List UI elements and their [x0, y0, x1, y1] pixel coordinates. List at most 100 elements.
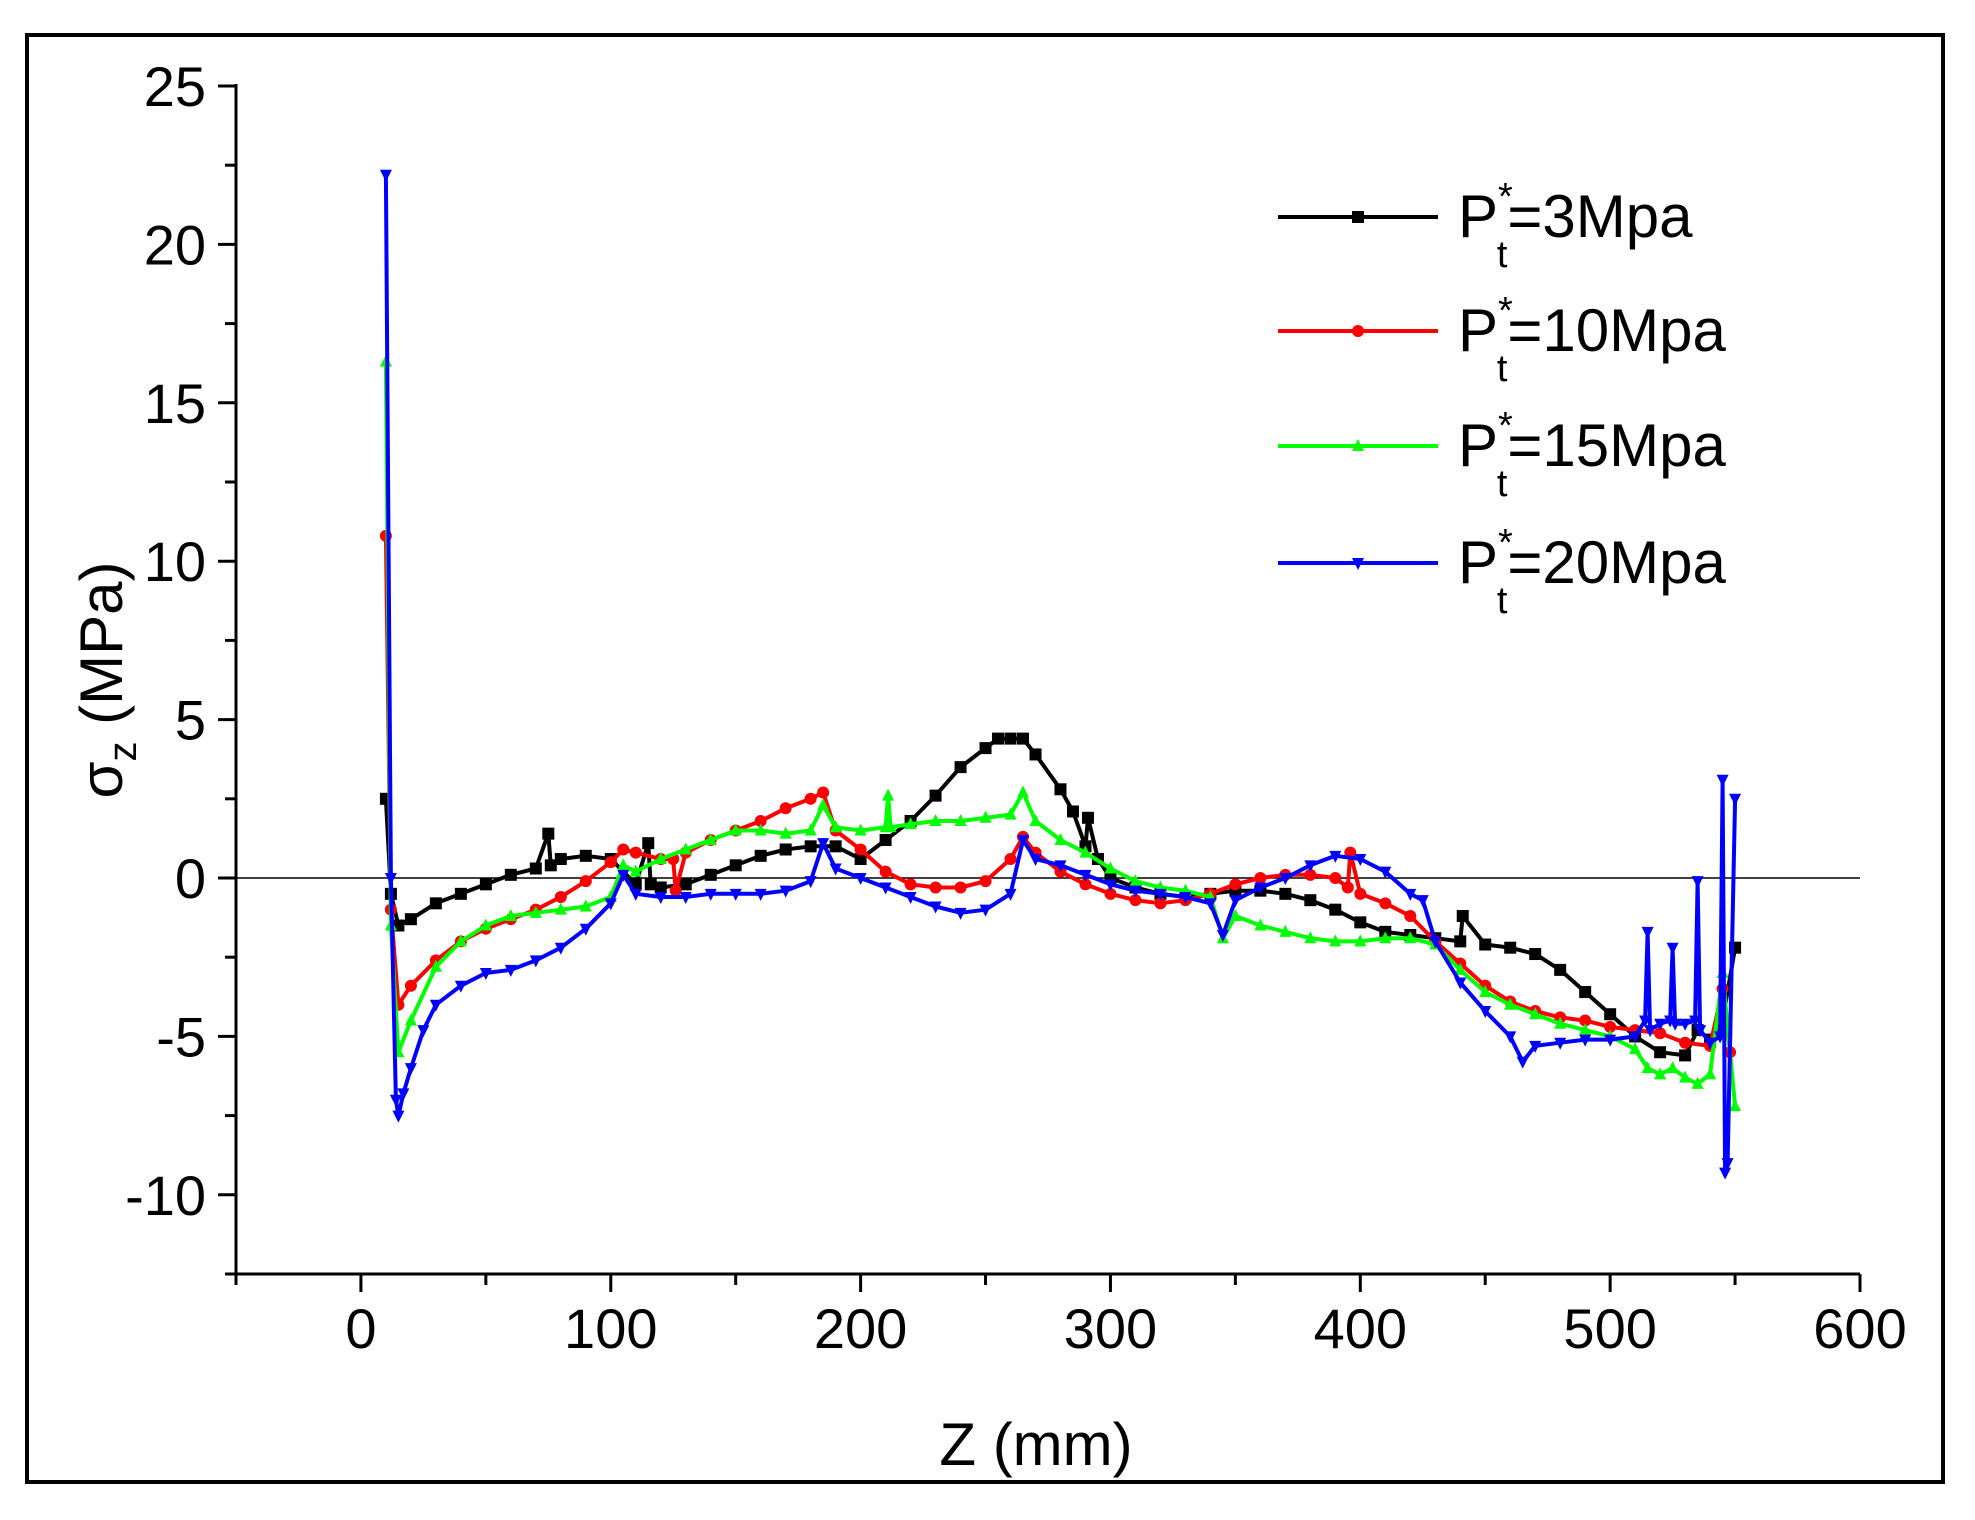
data-point — [1679, 1036, 1692, 1049]
data-point — [1719, 1167, 1732, 1180]
legend-label: P* t=3Mpa — [1458, 176, 1693, 276]
data-point — [1079, 845, 1092, 858]
data-point — [1304, 868, 1317, 881]
data-point — [817, 798, 830, 811]
data-point — [604, 856, 617, 869]
legend-item: P* t=3Mpa — [1278, 176, 1693, 276]
data-point — [1254, 872, 1267, 884]
data-point — [1104, 879, 1117, 892]
data-point — [1004, 852, 1017, 865]
legend-item: P* t=15Mpa — [1278, 405, 1727, 505]
data-point — [1579, 1014, 1592, 1027]
data-point — [1694, 1025, 1707, 1038]
data-point — [1664, 1015, 1677, 1028]
data-point — [729, 888, 742, 901]
y-axis-symbol: σ — [68, 761, 135, 798]
data-point — [754, 888, 767, 901]
data-point — [1329, 903, 1342, 916]
data-point — [954, 881, 967, 894]
data-point — [1229, 909, 1242, 922]
data-point — [1554, 1037, 1567, 1050]
y-tick-label: 15 — [144, 372, 206, 435]
data-point — [1079, 878, 1092, 891]
data-point — [1029, 813, 1042, 826]
data-point — [1404, 931, 1417, 944]
legend-label-rest: =3Mpa — [1507, 183, 1693, 250]
data-point — [729, 859, 742, 872]
data-point — [1216, 930, 1229, 943]
data-point — [754, 814, 767, 827]
legend-item: P* t=20Mpa — [1278, 522, 1727, 622]
data-point — [1479, 985, 1492, 998]
data-point — [804, 792, 817, 805]
data-point — [704, 868, 717, 881]
data-point — [429, 959, 442, 972]
triangle-up-marker — [1352, 439, 1364, 451]
data-point — [1454, 977, 1467, 990]
data-point — [779, 802, 792, 815]
data-point — [504, 909, 517, 922]
data-point — [579, 849, 592, 862]
y-tick-label: 25 — [144, 55, 206, 118]
data-point — [679, 892, 692, 905]
data-point — [779, 885, 792, 898]
data-point — [579, 899, 592, 912]
data-point — [654, 851, 667, 864]
data-point — [829, 840, 842, 853]
data-point — [554, 902, 567, 915]
data-point — [1529, 948, 1542, 961]
data-point — [1379, 897, 1392, 910]
data-point — [579, 923, 592, 936]
data-point — [1329, 934, 1342, 947]
data-point — [1279, 924, 1292, 937]
x-tick-label: 500 — [1563, 1297, 1656, 1360]
data-point — [1254, 918, 1267, 931]
data-point — [1669, 1018, 1682, 1031]
data-point — [1429, 936, 1442, 949]
data-point — [954, 813, 967, 826]
data-point — [817, 786, 830, 799]
data-point — [979, 875, 992, 888]
data-point — [384, 873, 397, 885]
data-point — [954, 761, 967, 774]
data-point — [1456, 910, 1469, 923]
data-point — [529, 862, 542, 875]
data-point — [1354, 887, 1367, 900]
data-point — [404, 913, 417, 926]
data-point — [554, 891, 567, 904]
data-point — [1154, 888, 1167, 901]
data-point — [1479, 1006, 1492, 1019]
data-point — [882, 788, 895, 801]
data-point — [979, 742, 992, 755]
data-point — [1604, 1034, 1617, 1047]
data-point — [1629, 1042, 1642, 1055]
data-point — [904, 878, 917, 891]
legend-label: P* t=20Mpa — [1458, 522, 1727, 622]
y-axis-subscript: z — [101, 741, 145, 761]
data-point — [1279, 887, 1292, 900]
data-point — [1279, 873, 1292, 885]
data-point — [1004, 807, 1017, 820]
data-point — [1729, 793, 1742, 806]
data-point — [1054, 832, 1067, 845]
data-point — [1479, 938, 1492, 951]
data-point — [854, 873, 867, 885]
data-point — [479, 878, 492, 891]
data-point — [397, 1088, 410, 1101]
data-point — [979, 810, 992, 823]
x-tick-label: 0 — [345, 1297, 376, 1360]
data-point — [1129, 894, 1142, 907]
data-point — [1354, 934, 1367, 947]
data-point — [1341, 881, 1354, 894]
data-point — [1716, 774, 1729, 787]
data-point — [1629, 1031, 1642, 1044]
legend-label-sub: t — [1497, 580, 1508, 622]
legend-label-rest: =10Mpa — [1507, 297, 1726, 364]
data-point — [1229, 895, 1242, 908]
data-point — [1666, 942, 1679, 955]
data-point — [1329, 872, 1342, 884]
data-point — [1504, 997, 1517, 1010]
data-point — [854, 852, 867, 865]
y-tick-label: 5 — [175, 689, 206, 752]
